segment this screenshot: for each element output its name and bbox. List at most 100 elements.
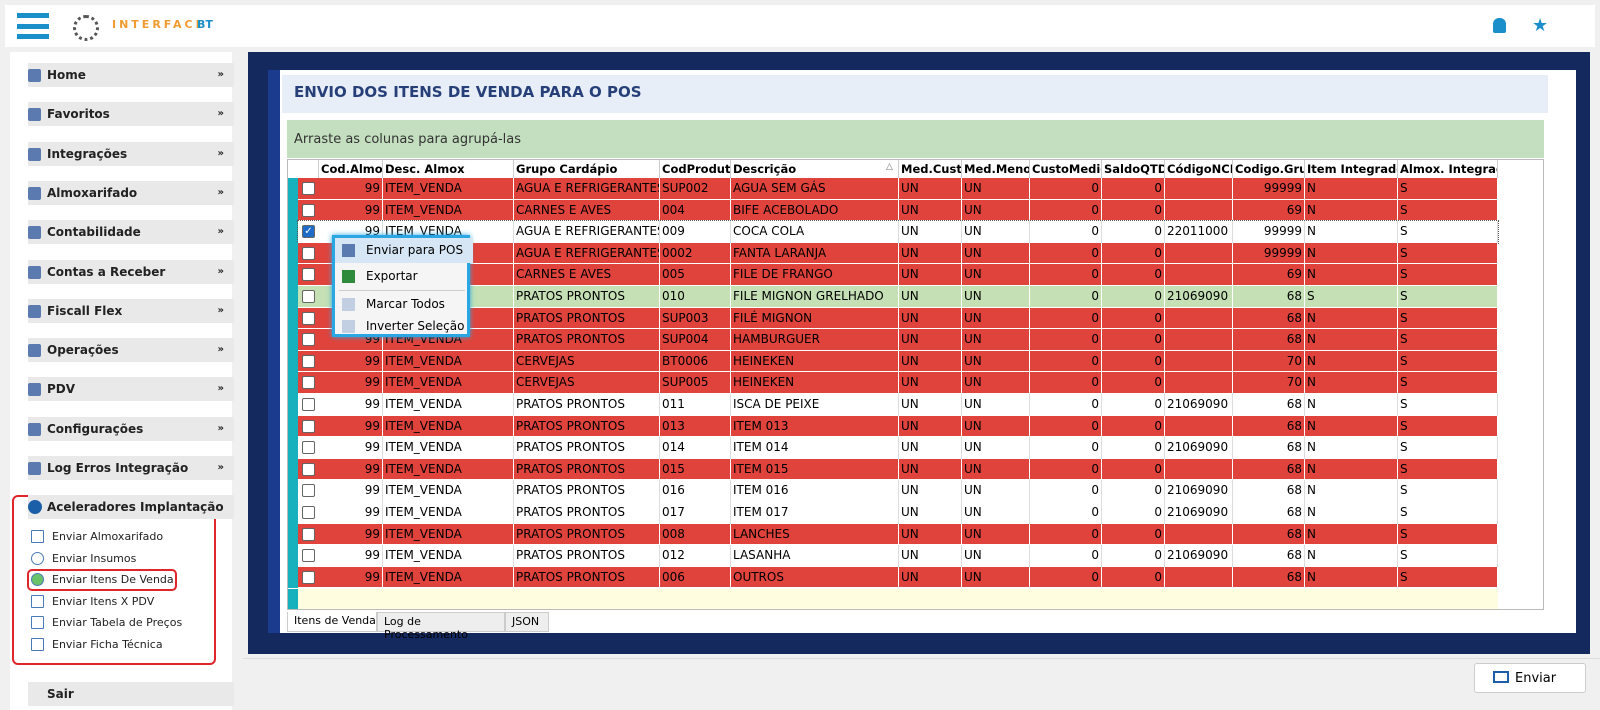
cell bbox=[1165, 264, 1233, 286]
group-panel: Arraste as colunas para agrupá-las bbox=[287, 120, 1544, 158]
menu-item[interactable]: Inverter Seleção bbox=[335, 314, 473, 339]
nav-icon bbox=[28, 462, 41, 475]
nav-item[interactable]: Favoritos » bbox=[28, 102, 234, 127]
cell: S bbox=[1398, 286, 1498, 308]
sub-item[interactable]: Enviar Itens De Venda bbox=[52, 573, 174, 587]
cell: S bbox=[1398, 178, 1498, 200]
column-header[interactable]: CustoMedio bbox=[1030, 160, 1102, 178]
row-checkbox[interactable]: ✓ bbox=[302, 225, 315, 239]
row-checkbox[interactable] bbox=[302, 268, 315, 282]
sub-icon bbox=[31, 594, 44, 608]
cell: S bbox=[1398, 523, 1498, 546]
cell: PRATOS PRONTOS bbox=[514, 329, 660, 351]
cell: UN bbox=[962, 350, 1030, 373]
cell: S bbox=[1398, 566, 1498, 589]
tab-label: Log de Processamento bbox=[384, 615, 468, 641]
column-header[interactable]: SaldoQTDE bbox=[1102, 160, 1165, 178]
row-checkbox[interactable] bbox=[302, 549, 315, 563]
row-checkbox[interactable] bbox=[302, 419, 315, 433]
menu-item[interactable]: Exportar bbox=[335, 264, 473, 289]
cell: ISCA DE PEIXE bbox=[731, 394, 899, 416]
nav-item[interactable]: Integrações » bbox=[28, 141, 234, 166]
tabs: Itens de Venda Log de Processamento JSON bbox=[287, 612, 587, 641]
menu-button[interactable] bbox=[17, 13, 49, 39]
tab[interactable]: Log de Processamento bbox=[377, 612, 505, 641]
menu-icon bbox=[342, 244, 355, 257]
cell: 004 bbox=[660, 199, 731, 222]
cell: ITEM_VENDA bbox=[383, 415, 514, 438]
column-header[interactable]: Med.Menor bbox=[962, 160, 1030, 178]
row-checkbox[interactable] bbox=[302, 376, 315, 390]
menu-icon bbox=[342, 270, 355, 283]
cell: UN bbox=[962, 329, 1030, 351]
cell: 21069090 bbox=[1165, 480, 1233, 502]
row-checkbox[interactable] bbox=[302, 354, 315, 368]
row-checkbox[interactable] bbox=[302, 506, 315, 519]
nav-item[interactable]: Home » bbox=[28, 63, 234, 87]
sub-item[interactable]: Enviar Almoxarifado bbox=[52, 530, 164, 543]
bell[interactable] bbox=[1493, 18, 1506, 33]
cell: 0 bbox=[1030, 437, 1102, 459]
sub-item[interactable]: Enviar Itens X PDV bbox=[52, 594, 155, 608]
row-checkbox[interactable] bbox=[302, 182, 315, 195]
sub-item[interactable]: Enviar Tabela de Preços bbox=[52, 616, 183, 630]
menu-item[interactable]: Enviar para POS bbox=[335, 238, 473, 263]
row-checkbox[interactable] bbox=[302, 311, 315, 325]
sub-item[interactable]: Enviar Insumos bbox=[52, 551, 137, 565]
cell: PRATOS PRONTOS bbox=[514, 415, 660, 438]
column-header[interactable]: CódigoNCM bbox=[1165, 160, 1233, 178]
cell: UN bbox=[962, 523, 1030, 546]
cell: UN bbox=[962, 307, 1030, 330]
nav-item[interactable]: Operações » bbox=[28, 338, 234, 363]
cell: UN bbox=[899, 566, 962, 589]
star[interactable]: ★ bbox=[1532, 15, 1549, 36]
row-checkbox[interactable] bbox=[302, 333, 315, 347]
nav-item[interactable]: Aceleradores Implantação bbox=[28, 495, 234, 519]
cell: S bbox=[1398, 307, 1498, 330]
row-checkbox[interactable] bbox=[302, 484, 315, 498]
nav-item[interactable]: Log Erros Integração » bbox=[28, 456, 234, 480]
cell: 0 bbox=[1102, 199, 1165, 222]
tab[interactable]: Itens de Venda bbox=[287, 612, 377, 632]
send-button[interactable]: Enviar bbox=[1474, 663, 1586, 693]
row-checkbox[interactable] bbox=[302, 398, 315, 411]
sub-item[interactable]: Enviar Ficha Técnica bbox=[52, 638, 163, 651]
menu-icon bbox=[342, 320, 355, 333]
nav-item[interactable]: Almoxarifado » bbox=[28, 180, 234, 205]
cell: N bbox=[1305, 199, 1398, 222]
nav-item[interactable]: Contabilidade » bbox=[28, 220, 234, 245]
column-header[interactable]: Grupo Cardápio bbox=[514, 160, 660, 178]
cell: 0 bbox=[1030, 178, 1102, 200]
row-checkbox[interactable] bbox=[302, 570, 315, 584]
title-bar: ENVIO DOS ITENS DE VENDA PARA O POS bbox=[282, 75, 1548, 113]
nav-item[interactable]: Sair bbox=[28, 682, 234, 706]
cell: 68 bbox=[1233, 545, 1305, 567]
row-indicator bbox=[288, 394, 298, 416]
row-checkbox[interactable] bbox=[302, 290, 315, 303]
column-header[interactable]: Almox. Integrado bbox=[1398, 160, 1498, 178]
column-header[interactable]: Cod.Almox bbox=[319, 160, 383, 178]
row-indicator bbox=[288, 545, 298, 567]
row-checkbox[interactable] bbox=[302, 203, 315, 217]
cell: 0 bbox=[1102, 566, 1165, 589]
column-header[interactable]: Desc. Almox bbox=[383, 160, 514, 178]
column-header[interactable]: Med.Custo bbox=[899, 160, 962, 178]
chevron: » bbox=[217, 422, 224, 434]
menu-item[interactable]: Marcar Todos bbox=[335, 292, 473, 317]
nav-item[interactable]: Contas a Receber » bbox=[28, 259, 234, 284]
column-header[interactable]: Codigo.Grup bbox=[1233, 160, 1305, 178]
nav-item[interactable]: PDV » bbox=[28, 377, 234, 402]
row-checkbox[interactable] bbox=[302, 462, 315, 476]
cell: 0 bbox=[1030, 480, 1102, 502]
nav-item[interactable]: Fiscall Flex » bbox=[28, 298, 234, 323]
nav-label: Contabilidade bbox=[47, 225, 141, 240]
row-checkbox[interactable] bbox=[302, 527, 315, 541]
row-checkbox[interactable] bbox=[302, 441, 315, 455]
nav-item[interactable]: Configurações » bbox=[28, 416, 234, 441]
column-header[interactable]: CodProduto bbox=[660, 160, 731, 178]
column-header[interactable]: Item Integrado bbox=[1305, 160, 1398, 178]
column-header[interactable]: Descrição bbox=[731, 160, 899, 178]
row-checkbox[interactable] bbox=[302, 246, 315, 260]
cell: PRATOS PRONTOS bbox=[514, 437, 660, 459]
tab[interactable]: JSON bbox=[505, 612, 549, 632]
